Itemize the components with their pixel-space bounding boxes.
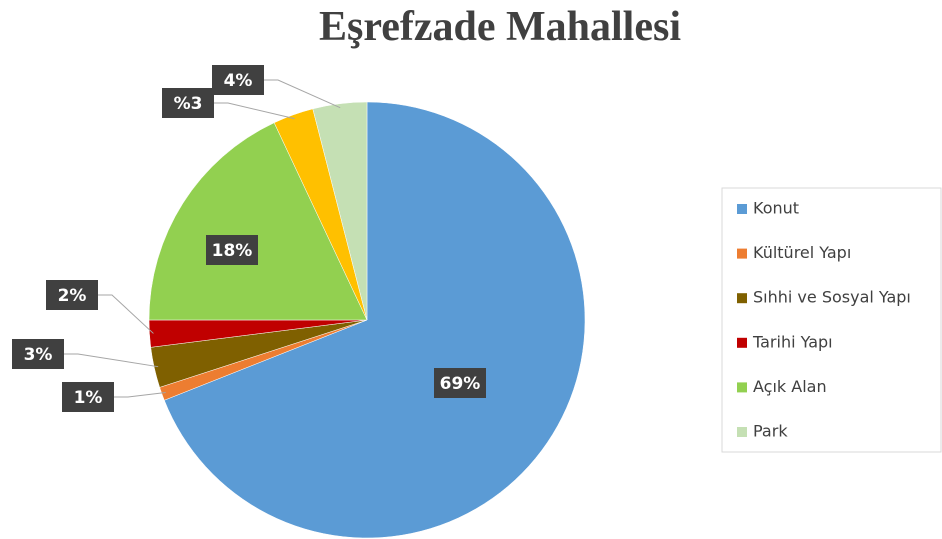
leader-line [264, 79, 341, 109]
label-box [62, 382, 114, 412]
data-label: 18% [212, 241, 253, 261]
data-label: 1% [74, 388, 103, 408]
label-box [206, 235, 258, 265]
data-label: 69% [440, 374, 481, 394]
legend-label: Açık Alan [753, 377, 827, 396]
legend-swatch [737, 248, 747, 259]
legend-swatch [737, 204, 747, 214]
legend-swatch [737, 427, 747, 437]
chart-title: Eşrefzade Mahallesi [319, 4, 681, 50]
legend-label: Tarihi Yapı [752, 332, 833, 351]
legend-swatch [737, 337, 747, 348]
legend-label: Park [753, 422, 788, 441]
pie-slice [312, 101, 368, 321]
leader-line [64, 353, 159, 368]
label-box [212, 65, 264, 95]
data-label: 4% [224, 71, 253, 91]
label-box [12, 339, 64, 369]
pie-slice [148, 122, 368, 321]
label-box [162, 88, 214, 118]
leader-line [114, 391, 166, 398]
legend-label: Sıhhi ve Sosyal Yapı [753, 288, 911, 307]
data-label: 3% [24, 345, 53, 365]
pie-slice [163, 101, 586, 539]
data-label: 2% [58, 286, 87, 306]
legend-swatch [737, 293, 747, 304]
legend-swatch [737, 382, 747, 393]
legend-label: Konut [753, 199, 799, 218]
legend-label: Kültürel Yapı [753, 243, 851, 262]
data-label: %3 [174, 94, 203, 114]
leader-line [98, 294, 154, 334]
label-box [434, 368, 486, 398]
leader-line [214, 102, 295, 120]
label-box [46, 280, 98, 310]
legend-box [721, 187, 942, 453]
